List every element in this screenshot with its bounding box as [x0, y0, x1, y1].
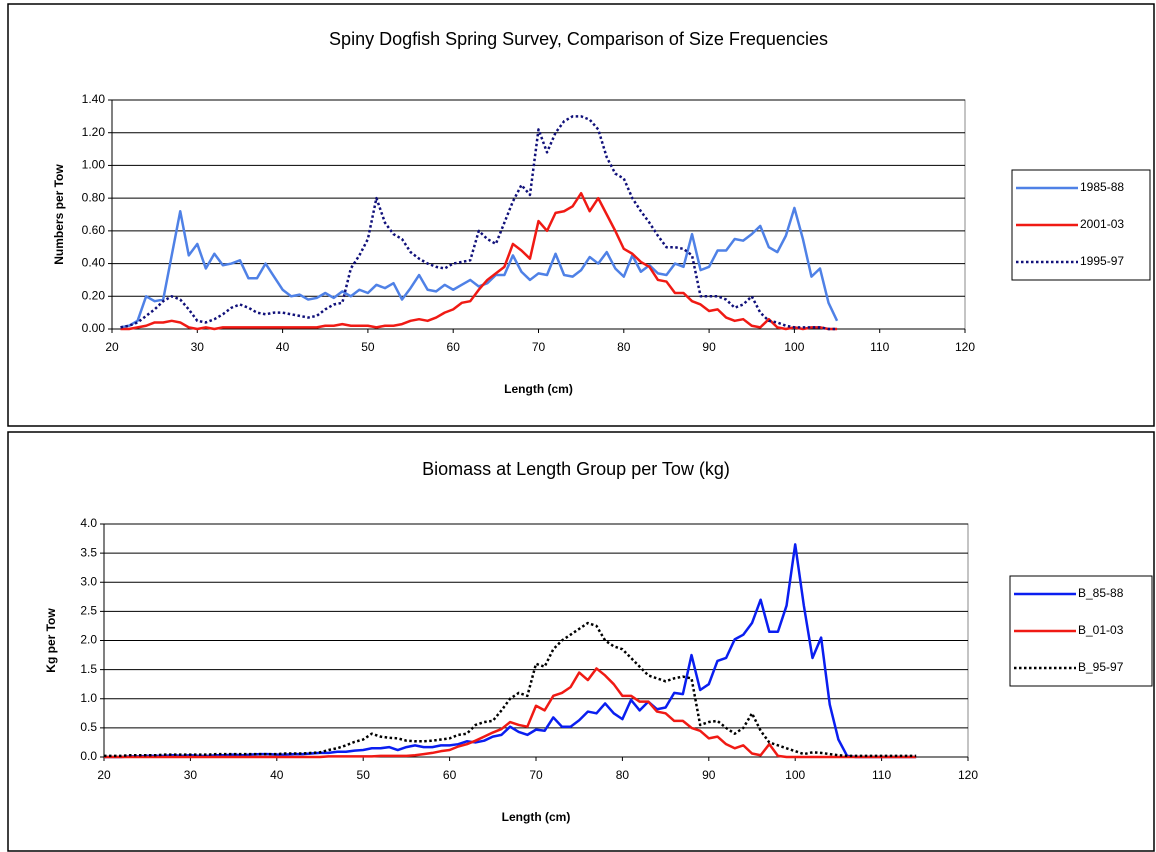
legend-label: B_95-97 [1078, 660, 1124, 674]
y-tick-label: 0.00 [82, 321, 106, 335]
x-tick-label: 30 [184, 768, 198, 782]
x-tick-label: 60 [443, 768, 457, 782]
series-line [120, 115, 838, 331]
y-tick-label: 0.0 [80, 749, 97, 763]
x-axis-label: Length (cm) [504, 382, 573, 396]
y-axis-label: Numbers per Tow [52, 164, 66, 265]
y-tick-label: 0.5 [80, 720, 97, 734]
series-line [120, 206, 839, 329]
series-line [104, 667, 917, 759]
x-tick-label: 120 [955, 340, 975, 354]
chart-title: Biomass at Length Group per Tow (kg) [422, 459, 730, 479]
legend-label: 2001-03 [1080, 217, 1124, 231]
x-tick-label: 60 [447, 340, 461, 354]
x-tick-label: 100 [784, 340, 804, 354]
x-tick-label: 20 [97, 768, 111, 782]
y-tick-label: 0.80 [82, 190, 106, 204]
legend-label: 1985-88 [1080, 180, 1124, 194]
x-tick-label: 100 [785, 768, 805, 782]
series-line [120, 191, 838, 331]
x-tick-label: 80 [616, 768, 630, 782]
x-tick-label: 120 [958, 768, 978, 782]
chart-title: Spiny Dogfish Spring Survey, Comparison … [329, 29, 828, 49]
x-tick-label: 110 [872, 768, 891, 782]
x-tick-label: 20 [105, 340, 119, 354]
y-tick-label: 0.60 [82, 223, 106, 237]
y-tick-label: 3.0 [80, 574, 97, 588]
y-tick-label: 3.5 [80, 545, 97, 559]
x-tick-label: 90 [702, 340, 716, 354]
legend-label: B_01-03 [1078, 623, 1124, 637]
y-tick-label: 1.00 [82, 158, 106, 172]
x-tick-label: 30 [191, 340, 205, 354]
x-tick-label: 50 [357, 768, 371, 782]
y-tick-label: 0.40 [82, 256, 106, 270]
x-tick-label: 40 [270, 768, 284, 782]
x-tick-label: 50 [361, 340, 375, 354]
series-line [104, 621, 917, 758]
x-axis-label: Length (cm) [502, 810, 571, 824]
y-tick-label: 1.5 [80, 662, 97, 676]
y-tick-label: 0.20 [82, 288, 106, 302]
y-tick-label: 1.0 [80, 691, 97, 705]
x-tick-label: 70 [532, 340, 546, 354]
legend-label: 1995-97 [1080, 254, 1124, 268]
y-tick-label: 1.20 [82, 125, 106, 139]
x-tick-label: 40 [276, 340, 290, 354]
y-tick-label: 1.40 [82, 92, 106, 106]
y-axis-label: Kg per Tow [44, 608, 58, 673]
x-tick-label: 90 [702, 768, 716, 782]
y-tick-label: 4.0 [80, 516, 97, 530]
legend-label: B_85-88 [1078, 586, 1124, 600]
x-tick-label: 70 [529, 768, 543, 782]
x-tick-label: 110 [870, 340, 889, 354]
y-tick-label: 2.5 [80, 604, 97, 618]
y-tick-label: 2.0 [80, 633, 97, 647]
x-tick-label: 80 [617, 340, 631, 354]
